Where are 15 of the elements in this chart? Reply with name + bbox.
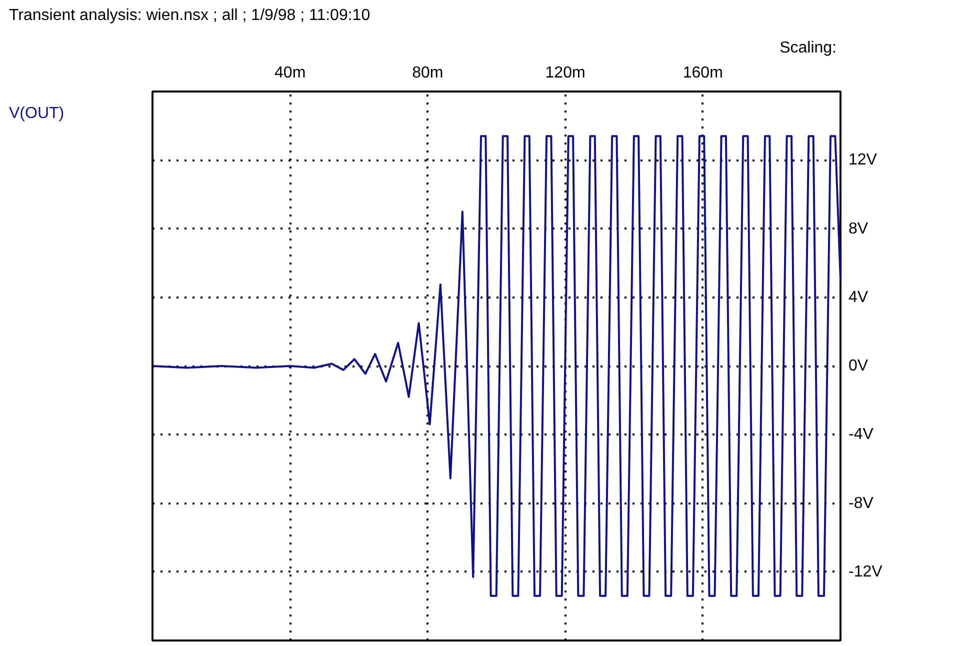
y-tick-label: -8V xyxy=(848,494,874,512)
y-tick-label: 8V xyxy=(848,220,868,238)
y-tick-label: -4V xyxy=(848,426,874,444)
y-tick-label: 4V xyxy=(848,288,868,306)
x-tick-label: 80m xyxy=(412,64,444,82)
x-tick-label: 160m xyxy=(682,64,723,82)
x-tick-label: 120m xyxy=(545,64,586,82)
y-tick-label: -12V xyxy=(848,563,883,580)
y-axis-title: Scaling: xyxy=(780,40,836,56)
x-tick-label: 40m xyxy=(274,64,306,82)
y-tick-label: 0V xyxy=(848,358,868,374)
line-series xyxy=(152,135,840,597)
text: V(OUT) xyxy=(9,104,64,124)
chart-title: Transient analysis: wien.nsx ; all ; 1/9/98 ; 11:09:10 xyxy=(9,6,370,26)
y-tick-label: 12V xyxy=(848,152,878,169)
